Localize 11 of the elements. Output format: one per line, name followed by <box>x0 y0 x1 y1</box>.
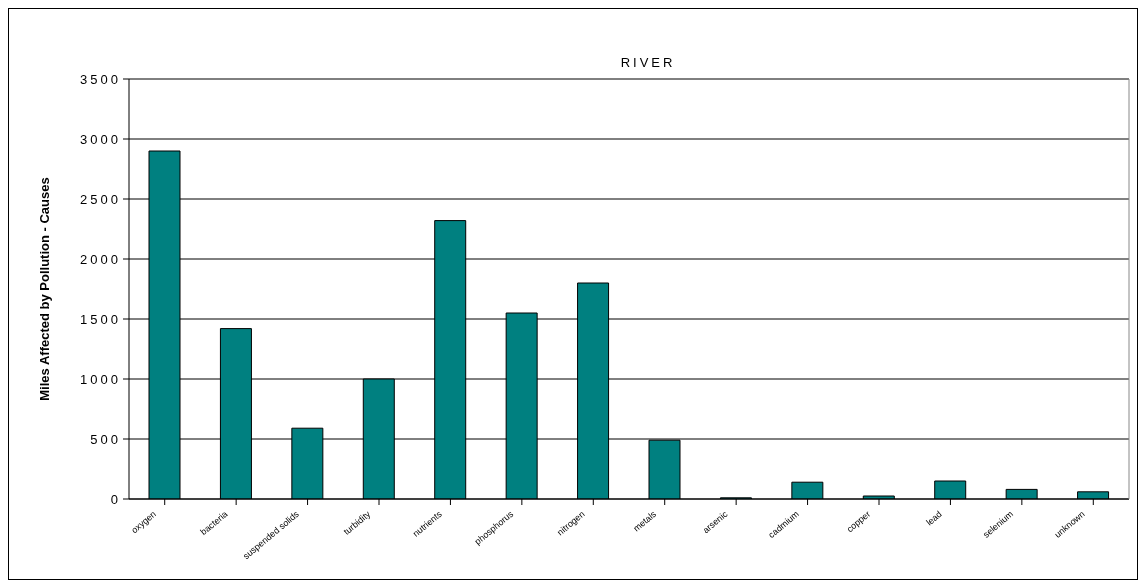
y-axis-title: Miles Affected by Pollution - Causes <box>36 177 52 401</box>
y-tick-label: 2000 <box>80 251 121 267</box>
y-tick-label: 2500 <box>80 191 121 207</box>
y-tick-label: 1500 <box>80 311 121 327</box>
y-tick-label: 3500 <box>80 71 121 87</box>
y-tick-label: 1000 <box>80 371 121 387</box>
chart-title: RIVER <box>619 55 677 70</box>
y-tick-label: 500 <box>90 431 121 447</box>
y-tick-label: 3000 <box>80 131 121 147</box>
x-tick-label: lead <box>924 508 944 528</box>
y-tick-label: 0 <box>110 491 121 507</box>
